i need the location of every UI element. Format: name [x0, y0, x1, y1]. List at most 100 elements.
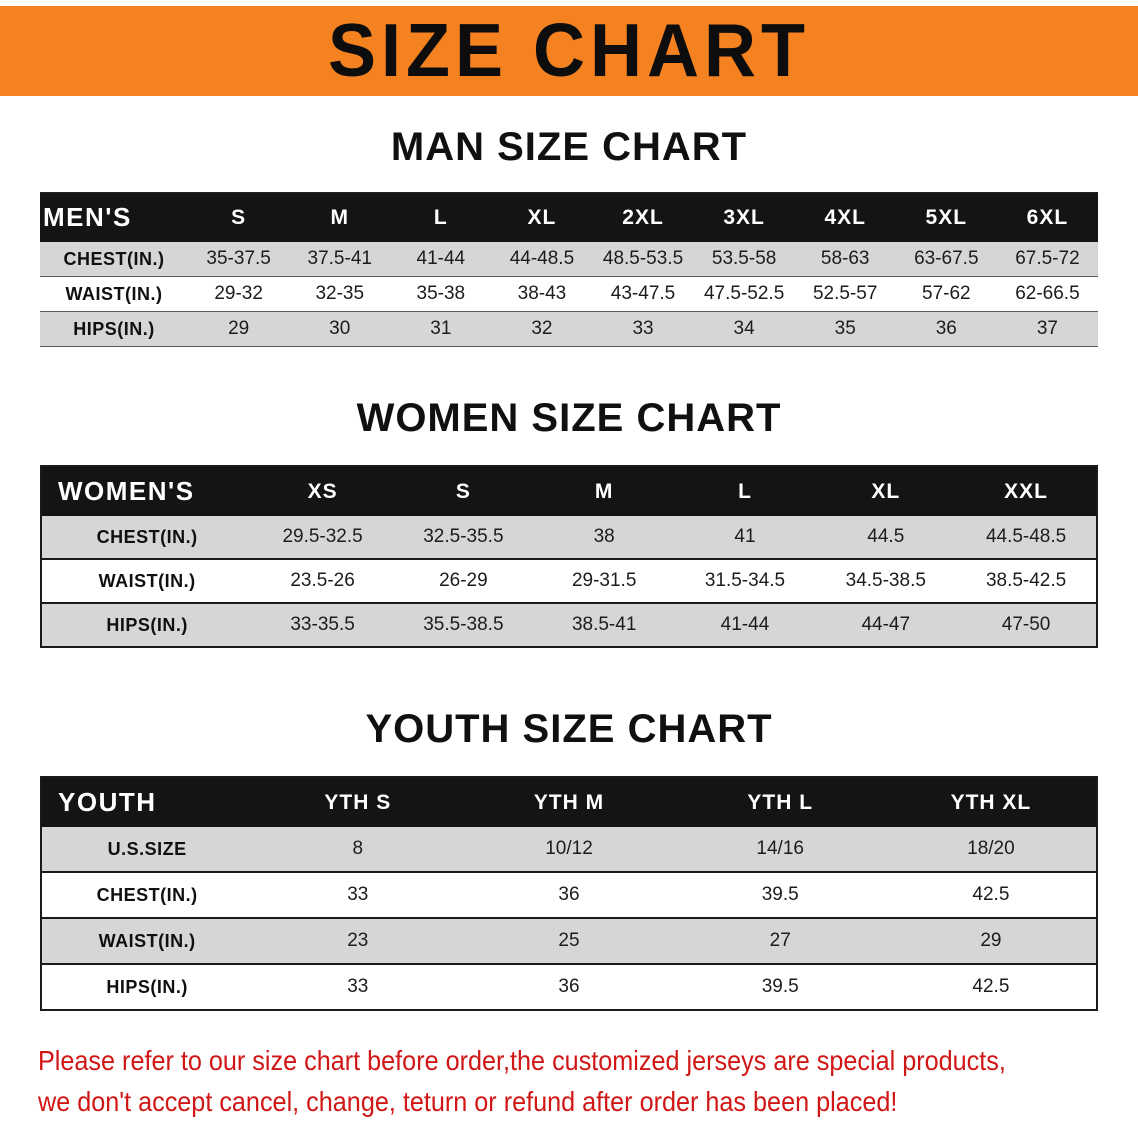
value-cell: 23: [347, 930, 369, 951]
value-cell: 29.5-32.5: [282, 526, 363, 547]
header-row: YOUTH YTH S YTH M YTH L YTH XL: [41, 777, 1097, 827]
size-column-header: 5XL: [925, 205, 968, 229]
table-title-cell: MEN'S: [43, 202, 132, 232]
header-row: MEN'S S M L XL 2XL 3XL 4XL 5XL 6XL: [40, 192, 1098, 242]
value-cell: 57-62: [922, 283, 971, 304]
size-column-header: XL: [871, 479, 901, 503]
size-column-header: 6XL: [1026, 205, 1069, 229]
header-row: WOMEN'S XS S M L XL XXL: [41, 466, 1097, 516]
value-cell: 58-63: [820, 248, 870, 269]
row-label-cell: HIPS(IN.): [73, 318, 155, 339]
value-cell: 32.5-35.5: [423, 526, 504, 547]
size-charts-container: MAN SIZE CHART MEN'S S M L XL 2XL 3XL 4XL 5XL 6XL C…: [0, 124, 1138, 1011]
value-cell: 48.5-53.5: [602, 248, 684, 269]
value-cell: 35: [834, 318, 856, 339]
value-cell: 41: [734, 526, 756, 547]
value-cell: 39.5: [761, 884, 799, 905]
row-label-cell: CHEST(IN.): [63, 248, 165, 269]
value-cell: 14/16: [756, 838, 804, 859]
value-cell: 42.5: [972, 884, 1010, 905]
measurement-row: HIPS(IN.) 33-35.5 35.5-38.5 38.5-41 41-44 44-…: [41, 603, 1097, 647]
value-cell: 29-31.5: [571, 570, 637, 591]
men-size-chart-section: MAN SIZE CHART MEN'S S M L XL 2XL 3XL 4XL 5XL 6XL C…: [0, 124, 1138, 347]
value-cell: 29: [228, 318, 250, 339]
youth-size-table: YOUTH YTH S YTH M YTH L YTH XL U.S.SIZE 8 10/12…: [40, 776, 1098, 1011]
value-cell: 33: [347, 884, 369, 905]
size-column-header: YTH M: [533, 790, 605, 814]
value-cell: 30: [329, 318, 351, 339]
youth-chart-heading: YOUTH SIZE CHART: [365, 707, 773, 751]
disclaimer-line-2: we don't accept cancel, change, teturn o…: [38, 1085, 898, 1117]
value-cell: 47-50: [1001, 614, 1051, 635]
measurement-row: WAIST(IN.) 29-32 32-35 35-38 38-43 43-47.5 47.…: [40, 276, 1098, 312]
value-cell: 44-48.5: [509, 248, 575, 269]
women-size-chart-section: WOMEN SIZE CHART WOMEN'S XS S M L XL XXL CHEST(I…: [0, 395, 1138, 648]
value-cell: 32-35: [315, 283, 365, 304]
women-size-table: WOMEN'S XS S M L XL XXL CHEST(IN.) 29.5-32.5 32.5…: [40, 465, 1098, 648]
value-cell: 47.5-52.5: [703, 283, 785, 304]
value-cell: 10/12: [545, 838, 593, 859]
size-column-header: M: [330, 205, 349, 229]
value-cell: 62-66.5: [1015, 283, 1080, 304]
value-cell: 8: [352, 838, 364, 859]
row-label-cell: CHEST(IN.): [96, 526, 198, 547]
value-cell: 42.5: [972, 976, 1010, 997]
size-chart-poster: SIZE CHART MAN SIZE CHART MEN'S S M L XL 2XL 3X…: [0, 6, 1138, 1138]
value-cell: 41-44: [416, 248, 466, 269]
value-cell: 36: [935, 318, 957, 339]
measurement-row: U.S.SIZE 8 10/12 14/16 18/20: [41, 827, 1097, 872]
size-column-header: S: [231, 205, 247, 229]
row-label-cell: HIPS(IN.): [106, 614, 188, 635]
value-cell: 31: [430, 318, 452, 339]
value-cell: 36: [558, 976, 580, 997]
value-cell: 43-47.5: [610, 283, 676, 304]
size-column-header: S: [455, 479, 471, 503]
row-label-cell: U.S.SIZE: [107, 838, 187, 859]
value-cell: 44.5-48.5: [985, 526, 1067, 547]
page-title: SIZE CHART: [328, 9, 810, 94]
value-cell: 33: [632, 318, 654, 339]
value-cell: 33-35.5: [290, 614, 355, 635]
size-column-header: 3XL: [723, 205, 765, 229]
value-cell: 41-44: [720, 614, 770, 635]
title-banner: SIZE CHART: [0, 6, 1138, 96]
size-column-header: L: [738, 479, 752, 503]
value-cell: 32: [531, 318, 553, 339]
size-column-header: YTH L: [747, 790, 814, 814]
value-cell: 18/20: [967, 838, 1015, 859]
value-cell: 27: [769, 930, 791, 951]
measurement-row: HIPS(IN.) 29 30 31 32 33 34 35 36 37: [40, 311, 1098, 347]
men-chart-heading: MAN SIZE CHART: [390, 125, 748, 169]
value-cell: 39.5: [761, 976, 799, 997]
value-cell: 23.5-26: [290, 570, 355, 591]
value-cell: 34: [733, 318, 755, 339]
value-cell: 29-32: [214, 283, 263, 304]
value-cell: 38.5-41: [571, 614, 637, 635]
size-column-header: XS: [307, 479, 338, 503]
table-title-cell: YOUTH: [58, 787, 157, 817]
value-cell: 44-47: [861, 614, 911, 635]
size-column-header: XXL: [1004, 479, 1048, 503]
measurement-row: CHEST(IN.) 35-37.5 37.5-41 41-44 44-48.5 48.5…: [40, 242, 1098, 277]
value-cell: 38: [593, 526, 615, 547]
value-cell: 34.5-38.5: [845, 570, 926, 591]
size-column-header: YTH XL: [950, 790, 1032, 814]
row-label-cell: WAIST(IN.): [98, 570, 196, 591]
row-label-cell: HIPS(IN.): [106, 976, 188, 997]
value-cell: 31.5-34.5: [704, 570, 786, 591]
value-cell: 29: [980, 930, 1002, 951]
size-column-header: 2XL: [622, 205, 664, 229]
size-column-header: M: [594, 479, 614, 503]
value-cell: 35.5-38.5: [423, 614, 504, 635]
row-label-cell: CHEST(IN.): [96, 884, 198, 905]
value-cell: 38-43: [517, 283, 567, 304]
value-cell: 63-67.5: [914, 248, 979, 269]
measurement-row: CHEST(IN.) 29.5-32.5 32.5-35.5 38 41 44.5 44.5…: [41, 516, 1097, 559]
measurement-row: WAIST(IN.) 23.5-26 26-29 29-31.5 31.5-34.5 34…: [41, 559, 1097, 603]
row-label-cell: WAIST(IN.): [98, 930, 196, 951]
disclaimer-line-1: Please refer to our size chart before or…: [38, 1045, 1006, 1076]
value-cell: 33: [347, 976, 369, 997]
value-cell: 35-37.5: [206, 248, 271, 269]
table-title-cell: WOMEN'S: [58, 476, 195, 506]
value-cell: 44.5: [867, 526, 905, 547]
